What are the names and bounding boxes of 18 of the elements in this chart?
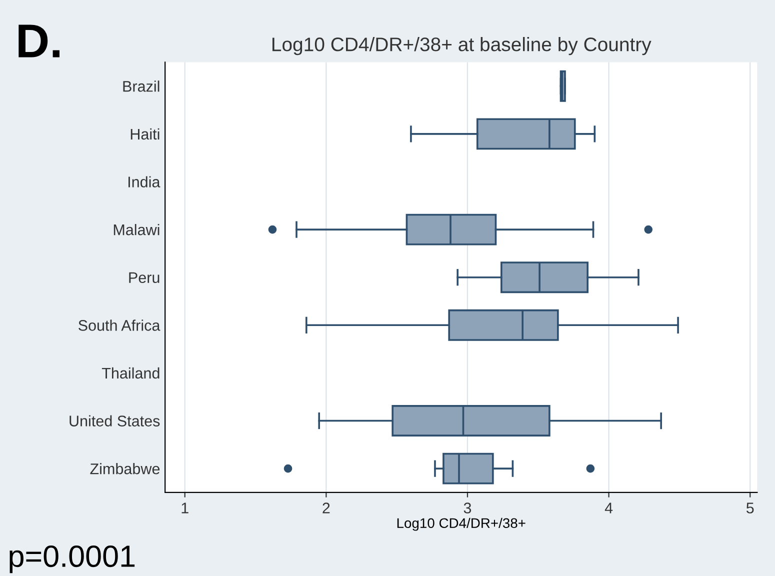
x-tick-label: 3: [464, 502, 472, 514]
x-tick-label: 2: [322, 502, 330, 514]
y-tick-label: Peru: [129, 272, 160, 284]
y-tick-label: South Africa: [78, 320, 160, 331]
y-tick-label: Haiti: [130, 128, 160, 140]
x-tick-label: 5: [746, 502, 754, 514]
x-tick-label: 1: [182, 502, 188, 514]
x-tick-label: 4: [604, 502, 613, 514]
y-tick-label: Zimbabwe: [90, 463, 160, 474]
y-tick-label: United States: [70, 415, 160, 426]
chart-title: Log10 CD4/DR+/38+ at baseline by Country: [272, 37, 652, 56]
text: D.: [18, 24, 60, 58]
y-tick-label: Malawi: [114, 224, 160, 236]
text: p=0.0001: [10, 545, 135, 574]
y-tick-label: Brazil: [123, 80, 160, 92]
x-axis-title: Log10 CD4/DR+/38+: [397, 518, 526, 531]
y-tick-label: India: [128, 176, 160, 188]
y-tick-label: Thailand: [102, 367, 160, 379]
